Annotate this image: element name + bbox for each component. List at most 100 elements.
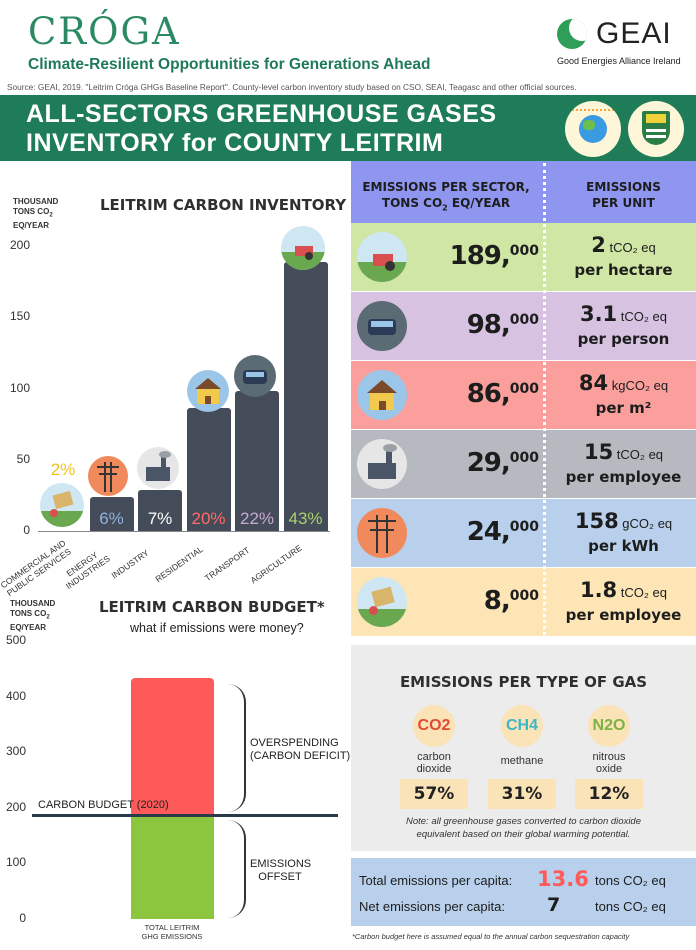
sector-value-sup: 000 [509, 588, 539, 604]
inventory-y-unit: THOUSAND TONS CO2 EQ/YEAR [13, 197, 58, 231]
budget-y-tick: 500 [5, 633, 26, 647]
ch4-badge: CH4 [501, 705, 543, 747]
n2o-name: nitrous oxide [571, 751, 647, 775]
source-line: Source: GEAI, 2019. "Leitrim Cróga GHGs … [7, 82, 577, 92]
y-unit-text: TONS CO [13, 207, 50, 216]
ch4-name-1: methane [500, 755, 544, 767]
offset-label-1: EMISSIONS [250, 858, 312, 870]
offset-label: EMISSIONS OFFSET [250, 858, 312, 884]
unit-value: 15 tCO₂ eq [551, 440, 696, 464]
house-icon [357, 370, 407, 420]
sector-value-sup: 000 [509, 243, 539, 259]
co2-name: carbon dioxide [396, 751, 472, 775]
unit-value-unit: tCO₂ eq [613, 447, 664, 462]
unit-value: 1.8 tCO₂ eq [551, 578, 696, 602]
pylon-icon [357, 508, 407, 558]
inventory-y-tick: 0 [23, 523, 30, 537]
unit-value-number: 2 [591, 233, 606, 257]
budget-y-unit: THOUSAND TONS CO2 EQ/YEAR [10, 599, 55, 633]
sector-value-main: 8, [483, 586, 511, 616]
inventory-bar [235, 391, 279, 531]
sector-row-residential: 86,000 84 kgCO₂ eq per m² [351, 361, 696, 429]
overspend-label: OVERSPENDING (CARBON DEFICIT) [250, 737, 350, 763]
sector-value: 189,000 [429, 241, 539, 271]
sector-row-energy: 24,000 158 gCO₂ eq per kWh [351, 499, 696, 567]
col2-header-line-2: PER UNIT [592, 196, 655, 210]
net-capita-unit: tons CO₂ eq [595, 899, 666, 914]
sector-value-main: 189, [449, 241, 511, 271]
unit-value-number: 158 [574, 509, 619, 533]
total-capita-unit: tons CO₂ eq [595, 873, 666, 888]
col1-header-tail: EQ/YEAR [447, 196, 511, 210]
banner-line-2: INVENTORY for COUNTY LEITRIM [26, 129, 444, 157]
gas-note-1: Note: all greenhouse gases converted to … [405, 816, 641, 827]
tractor-icon [281, 226, 325, 270]
overspend-brace [222, 684, 246, 812]
budget-line-label: CARBON BUDGET (2020) [38, 799, 169, 811]
pylon-icon [88, 456, 128, 496]
budget-y-unit-text: TONS CO [10, 609, 47, 618]
inventory-percent-label: 6% [99, 509, 124, 528]
inventory-y-tick: 200 [9, 238, 30, 252]
budget-y-tick: 300 [5, 744, 26, 759]
inventory-bar [89, 496, 134, 531]
unit-value-number: 15 [583, 440, 614, 464]
unit-value: 3.1 tCO₂ eq [551, 302, 696, 326]
budget-y-tick: 400 [5, 688, 26, 703]
budget-offset-bar [131, 816, 214, 919]
tagline: Climate-Resilient Opportunities for Gene… [28, 56, 431, 73]
y-unit-line-1: THOUSAND [13, 197, 59, 206]
n2o-badge: N2O [588, 705, 630, 747]
geai-logo-icon [557, 19, 587, 49]
unit-value-number: 84 [578, 371, 609, 395]
sector-row-agriculture: 189,000 2 tCO₂ eq per hectare [351, 223, 696, 291]
globe-icon [565, 101, 621, 157]
total-capita-label: Total emissions per capita: [359, 873, 513, 888]
sector-value: 29,000 [429, 448, 539, 478]
budget-y-unit-sub: 2 [46, 614, 50, 621]
sector-value-main: 24, [466, 517, 511, 547]
unit-value: 84 kgCO₂ eq [551, 371, 696, 395]
sector-row-transport: 98,000 3.1 tCO₂ eq per person [351, 292, 696, 360]
car-icon [357, 301, 407, 351]
unit-value-unit: kgCO₂ eq [608, 378, 669, 393]
overspend-label-2: (CARBON DEFICIT) [250, 750, 351, 762]
net-capita-label: Net emissions per capita: [359, 899, 505, 914]
col1-header: EMISSIONS PER SECTOR, TONS CO2 EQ/YEAR [351, 179, 541, 216]
y-unit-line-2: TONS CO2 [13, 207, 58, 221]
sector-value: 98,000 [429, 310, 539, 340]
title-banner: ALL-SECTORS GREENHOUSE GASES INVENTORY f… [0, 95, 696, 161]
unit-value: 158 gCO₂ eq [551, 509, 696, 533]
sector-table-header: EMISSIONS PER SECTOR, TONS CO2 EQ/YEAR E… [351, 161, 696, 223]
inventory-percent-label: 7% [147, 509, 173, 528]
tractor-icon [357, 232, 407, 282]
inventory-bar [186, 408, 231, 531]
budget-deficit-bar [131, 677, 214, 817]
unit-value-unit: tCO₂ eq [617, 585, 668, 600]
co2-name-1: carbon [417, 751, 451, 763]
per-capita-panel: Total emissions per capita: 13.6 tons CO… [351, 858, 696, 926]
sector-value-main: 29, [466, 448, 511, 478]
inventory-title: LEITRIM CARBON INVENTORY [100, 196, 347, 214]
col1-header-line-2: TONS CO2 EQ/YEAR [351, 195, 541, 216]
ch4-percent: 31% [488, 779, 556, 809]
inventory-bar [283, 261, 328, 531]
budget-line [32, 814, 338, 817]
budget-y-tick: 200 [5, 799, 26, 814]
cart-icon [40, 483, 84, 527]
sector-value-main: 98, [466, 310, 511, 340]
unit-value-number: 3.1 [579, 302, 618, 326]
net-capita-value: 7 [547, 894, 561, 916]
offset-label-2: OFFSET [258, 871, 302, 883]
inventory-y-tick: 100 [9, 380, 30, 395]
y-unit-line-3: EQ/YEAR [13, 220, 50, 230]
gas-note-2: equivalent based on their global warming… [416, 829, 631, 840]
factory-icon [137, 447, 179, 489]
inventory-percent-label: 43% [288, 509, 323, 528]
sector-value: 24,000 [429, 517, 539, 547]
unit-denominator: per m² [595, 399, 652, 417]
factory-icon [357, 439, 407, 489]
leitrim-crest-icon [628, 101, 684, 157]
table-column-divider [543, 163, 546, 641]
budget-title: LEITRIM CARBON BUDGET* [99, 598, 325, 616]
